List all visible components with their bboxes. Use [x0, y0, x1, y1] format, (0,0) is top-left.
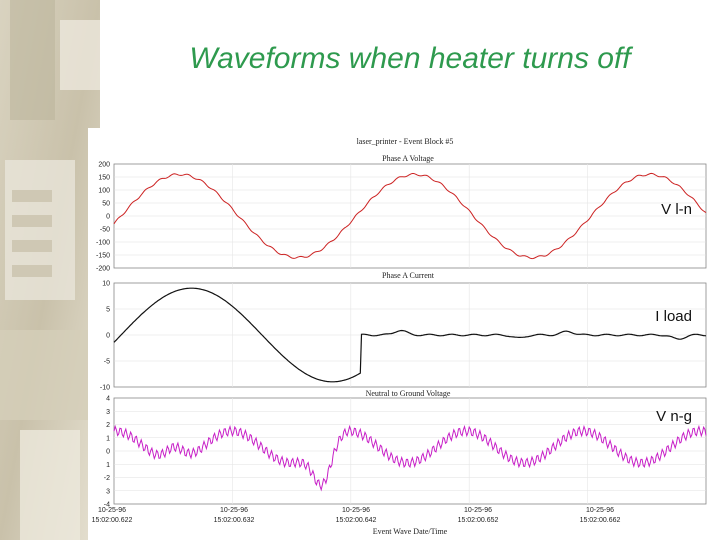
voltage-y-ticks: 200 150 100 50 0 -50 -100 -150 -200 [96, 162, 110, 273]
y-tick-label: 0 [106, 214, 110, 221]
current-series-label: I load [655, 308, 692, 325]
current-panel-title: Phase A Current [382, 271, 435, 280]
x-tick-date: 10-25-96 [464, 507, 492, 514]
y-tick-label: -5 [104, 359, 110, 366]
y-tick-label: 100 [98, 188, 110, 195]
y-tick-label: 150 [98, 175, 110, 182]
voltage-waveform [113, 172, 707, 260]
y-tick-label: 2 [106, 422, 110, 429]
voltage-series-label: V l-n [661, 201, 692, 218]
voltage-panel-title: Phase A Voltage [382, 154, 434, 163]
neutral-waveform [113, 424, 707, 492]
y-tick-label: 3 [106, 409, 110, 416]
y-tick-label: -50 [100, 227, 110, 234]
y-tick-label: 50 [102, 201, 110, 208]
x-tick-date: 10-25-96 [98, 507, 126, 514]
current-y-ticks: 10 5 0 -5 -10 [100, 281, 110, 392]
y-tick-label: 3 [106, 488, 110, 495]
neutral-series-label: V n-g [656, 408, 692, 425]
y-tick-label: 5 [106, 307, 110, 314]
y-tick-label: -2 [104, 475, 110, 482]
current-waveform [113, 287, 707, 383]
y-tick-label: -100 [96, 240, 110, 247]
current-gridlines [114, 283, 706, 387]
x-tick-time: 15:02:00.652 [458, 517, 499, 524]
neutral-panel-title: Neutral to Ground Voltage [366, 389, 451, 398]
y-tick-label: 10 [102, 281, 110, 288]
y-tick-label: 0 [106, 333, 110, 340]
x-tick-date: 10-25-96 [220, 507, 248, 514]
x-axis-title: Event Wave Date/Time [373, 527, 448, 536]
y-tick-label: -4 [104, 502, 110, 509]
x-tick-time: 15:02:00.622 [92, 517, 133, 524]
y-tick-label: 0 [106, 449, 110, 456]
neutral-y-ticks: 4 3 2 1 0 1 -2 3 -4 [104, 396, 110, 509]
x-tick-date: 10-25-96 [586, 507, 614, 514]
y-tick-label: -10 [100, 385, 110, 392]
x-tick-time: 15:02:00.642 [336, 517, 377, 524]
y-tick-label: -200 [96, 266, 110, 273]
x-axis-ticks: 10-25-96 15:02:00.622 10-25-96 15:02:00.632… [92, 507, 621, 524]
voltage-gridlines [114, 164, 706, 268]
figure-title: laser_printer - Event Block #5 [357, 137, 454, 146]
x-tick-time: 15:02:00.632 [214, 517, 255, 524]
slide-title: Waveforms when heater turns off [189, 42, 631, 75]
y-tick-label: 1 [106, 462, 110, 469]
y-tick-label: -150 [96, 253, 110, 260]
y-tick-label: 4 [106, 396, 110, 403]
x-tick-time: 15:02:00.662 [580, 517, 621, 524]
decorative-background-strip [0, 0, 100, 540]
y-tick-label: 200 [98, 162, 110, 169]
x-tick-date: 10-25-96 [342, 507, 370, 514]
neutral-gridlines [114, 398, 706, 504]
y-tick-label: 1 [106, 435, 110, 442]
